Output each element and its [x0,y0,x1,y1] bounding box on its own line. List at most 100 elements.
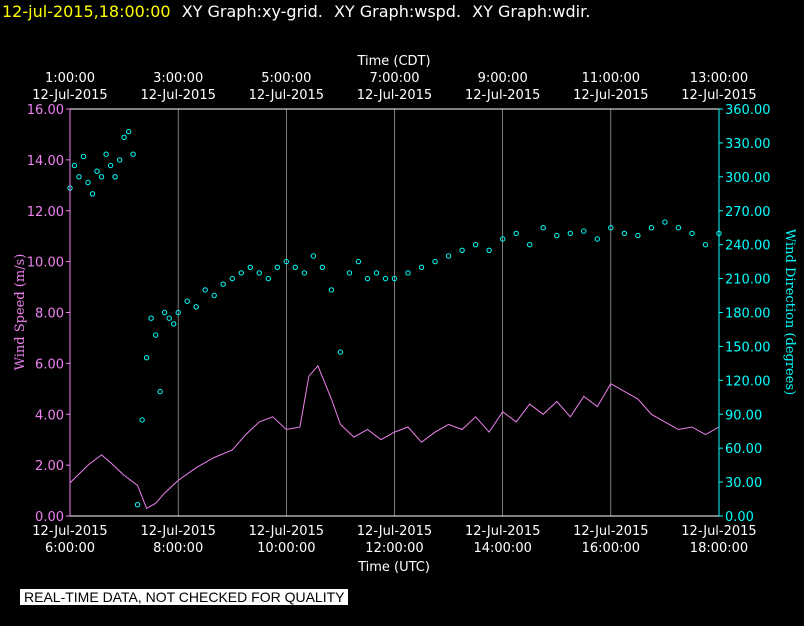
wind-direction-point [527,242,533,248]
y-left-tick-label: 10.00 [27,256,64,271]
x-top-tick-date: 12-Jul-2015 [681,88,756,103]
wind-direction-point [513,230,519,237]
wind-direction-point [265,275,271,282]
wind-direction-point [486,247,492,254]
y-left-axis-label: Wind Speed (m/s) [13,254,28,371]
x-top-tick-time: 5:00:00 [261,71,311,86]
wind-direction-point [107,162,114,169]
graph-title-wspd: XY Graph:wspd. [333,2,462,21]
wind-direction-point [648,225,655,231]
graph-title-grid: XY Graph:xy-grid. [181,2,323,21]
x-bottom-tick-date: 12-Jul-2015 [573,524,648,539]
x-bottom-tick-time: 8:00:00 [153,541,203,556]
x-top-tick-date: 12-Jul-2015 [249,88,324,103]
wind-direction-point [184,298,190,304]
wind-direction-point [274,264,280,270]
wind-direction-point [382,275,389,282]
wind-direction-point [94,168,100,174]
wind-direction-point [364,275,371,282]
wind-direction-point [702,242,709,248]
wind-direction-point [229,275,236,282]
x-bottom-axis-label: Time (UTC) [357,560,430,575]
wind-direction-point [175,309,181,316]
y-right-tick-label: 90.00 [725,408,762,423]
x-top-tick-time: 11:00:00 [582,71,640,86]
wind-direction-point [346,270,353,276]
wind-direction-point [432,258,438,265]
wind-direction-point [621,230,628,237]
wind-direction-point [418,264,425,270]
wind-direction-point [89,191,96,197]
x-bottom-tick-date: 12-Jul-2015 [465,524,540,539]
wind-direction-point [689,230,695,237]
x-bottom-tick-time: 14:00:00 [473,541,531,556]
x-bottom-tick-time: 16:00:00 [582,541,640,556]
y-left-tick-label: 0.00 [35,510,64,525]
wind-direction-point [85,179,91,186]
y-left-tick-label: 12.00 [27,205,64,220]
wind-direction-point [211,292,217,299]
y-left-tick-label: 6.00 [35,357,64,372]
x-bottom-tick-date: 12-Jul-2015 [357,524,432,539]
x-top-tick-date: 12-Jul-2015 [573,88,648,103]
wind-direction-point [283,258,289,265]
wind-direction-point [103,151,109,157]
y-right-tick-label: 330.00 [725,137,771,152]
x-bottom-tick-time: 10:00:00 [257,541,315,556]
wind-direction-point [405,270,411,276]
wind-direction-point [292,264,298,270]
y-right-tick-label: 180.00 [725,307,771,322]
x-bottom-tick-date: 12-Jul-2015 [32,524,107,539]
wind-direction-point [116,157,123,163]
x-top-tick-time: 13:00:00 [690,71,748,86]
y-left-tick-label: 2.00 [35,459,64,474]
y-right-tick-label: 30.00 [725,476,762,491]
quality-disclaimer: REAL-TIME DATA, NOT CHECKED FOR QUALITY [20,589,349,605]
wind-direction-point [472,242,479,248]
x-top-tick-time: 1:00:00 [45,71,95,86]
graph-title-wdir: XY Graph:wdir. [472,2,591,21]
wind-direction-point [166,315,172,321]
wind-direction-point [337,349,344,355]
wind-direction-point [143,355,150,361]
y-right-tick-label: 60.00 [725,442,762,457]
y-right-tick-label: 360.00 [725,103,771,118]
wind-direction-point [139,417,145,423]
wind-direction-point [112,174,118,180]
wind-direction-point [328,287,335,293]
wind-direction-point [459,247,465,254]
x-bottom-tick-time: 6:00:00 [45,541,95,556]
wind-direction-point [121,134,127,141]
wind-direction-point [220,281,226,287]
timestamp-label: 12-jul-2015,18:00:00 [2,2,171,21]
wind-direction-point [98,174,105,180]
x-top-tick-time: 3:00:00 [153,71,203,86]
wind-direction-point [310,253,317,259]
wind-direction-point [373,270,380,276]
x-bottom-tick-date: 12-Jul-2015 [140,524,215,539]
wind-direction-point [130,151,136,157]
wind-direction-point [594,236,600,242]
y-left-tick-label: 4.00 [35,408,64,423]
wind-direction-point [608,225,614,231]
x-bottom-tick-time: 12:00:00 [365,541,423,556]
y-right-tick-label: 210.00 [725,273,771,288]
y-right-tick-label: 150.00 [725,340,771,355]
wind-direction-point [540,225,546,231]
x-top-tick-date: 12-Jul-2015 [140,88,215,103]
y-right-tick-label: 240.00 [725,239,771,254]
wind-direction-point [148,315,154,321]
wind-direction-point [71,162,78,169]
y-right-tick-label: 120.00 [725,374,771,389]
y-left-tick-label: 14.00 [27,154,64,169]
y-right-tick-label: 300.00 [725,171,771,186]
x-top-tick-time: 7:00:00 [369,71,419,86]
wind-direction-point [635,232,641,239]
wind-direction-point [554,232,560,239]
x-bottom-tick-time: 18:00:00 [690,541,748,556]
y-right-tick-label: 0.00 [725,510,754,525]
x-top-axis-label: Time (CDT) [356,54,430,69]
wind-direction-point [157,388,163,395]
wind-direction-point [80,153,87,160]
wind-direction-point [161,309,168,316]
